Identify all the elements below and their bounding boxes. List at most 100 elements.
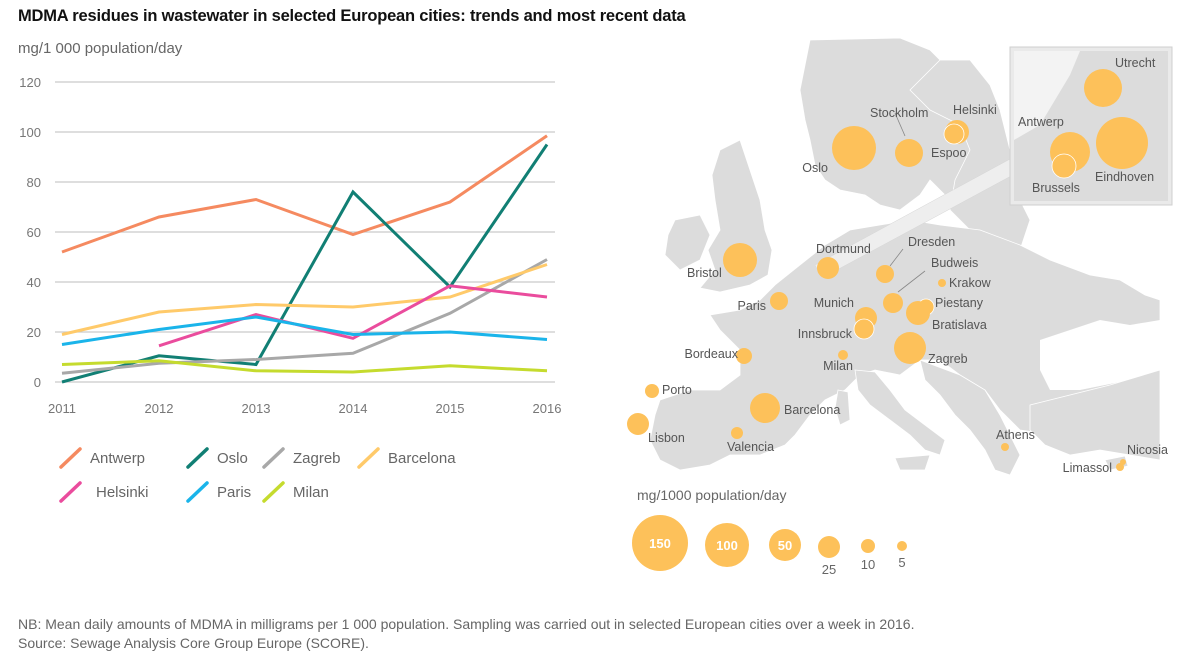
x-tick-label: 2016 — [533, 401, 562, 416]
size-legend-bubble — [818, 536, 840, 558]
city-bubble-espoo[interactable] — [943, 123, 965, 145]
land-ireland — [664, 214, 711, 271]
city-bubble-athens[interactable] — [1001, 443, 1009, 451]
size-legend-value: 25 — [822, 562, 836, 577]
size-legend-value: 100 — [716, 538, 738, 553]
x-tick-label: 2014 — [339, 401, 368, 416]
city-bubble-bristol[interactable] — [723, 243, 757, 277]
city-bubble-bratislava[interactable] — [906, 301, 930, 325]
city-bubble-dresden[interactable] — [876, 265, 894, 283]
legend-swatch-zagreb — [262, 447, 285, 469]
city-label-budweis: Budweis — [931, 256, 978, 270]
legend-item-helsinki[interactable]: Helsinki — [58, 480, 149, 504]
series-line-oslo[interactable] — [61, 143, 549, 384]
city-label-munich: Munich — [814, 296, 854, 310]
legend-item-paris[interactable]: Paris — [185, 480, 251, 504]
city-label-bratislava: Bratislava — [932, 318, 987, 332]
map-bubbles — [627, 69, 1148, 471]
city-bubble-limassol[interactable] — [1116, 463, 1124, 471]
x-tick-label: 2011 — [48, 401, 76, 416]
series-line-helsinki[interactable] — [158, 284, 548, 348]
legend-label: Barcelona — [388, 449, 456, 467]
city-bubble-krakow[interactable] — [938, 279, 946, 287]
city-label-espoo: Espoo — [931, 146, 966, 160]
legend-item-barcelona[interactable]: Barcelona — [356, 446, 456, 470]
city-label-athens: Athens — [996, 428, 1035, 442]
city-bubble-innsbruck[interactable] — [853, 318, 875, 340]
series-line-antwerp[interactable] — [61, 134, 548, 254]
size-legend: 150 100 50 25 10 5 — [632, 515, 907, 577]
size-legend-bubble — [861, 539, 875, 553]
city-bubble-paris[interactable] — [770, 292, 788, 310]
legend-label: Zagreb — [293, 449, 341, 467]
land-sardinia — [834, 389, 851, 426]
series-line-barcelona[interactable] — [61, 263, 548, 336]
series-line-milan[interactable] — [61, 359, 548, 374]
y-tick-label: 100 — [19, 125, 41, 140]
leader-stockholm — [894, 112, 906, 137]
legend-swatch-helsinki — [59, 481, 82, 503]
legend-label: Antwerp — [90, 449, 146, 467]
black-sea — [1040, 320, 1160, 390]
x-axis-ticks: 2011 2012 2013 2014 2015 2016 — [48, 401, 561, 416]
city-label-bristol: Bristol — [687, 266, 722, 280]
europe-map: Oslo Stockholm Helsinki Espoo Bristol Dortmun… — [627, 37, 1173, 476]
city-label-dortmund: Dortmund — [816, 242, 871, 256]
legend-swatch-antwerp — [59, 447, 82, 469]
x-tick-label: 2015 — [436, 401, 465, 416]
land-italy — [854, 369, 946, 456]
size-legend-bubble — [769, 529, 801, 561]
leader-budweis — [897, 270, 926, 293]
city-bubble-zagreb[interactable] — [894, 332, 926, 364]
city-bubble-eindhoven[interactable] — [1096, 117, 1148, 169]
city-bubble-dortmund[interactable] — [817, 257, 839, 279]
city-bubble-budweis[interactable] — [883, 293, 903, 313]
legend-label: Milan — [293, 483, 329, 501]
y-tick-label: 80 — [27, 175, 41, 190]
city-bubble-utrecht[interactable] — [1084, 69, 1122, 107]
city-bubble-milan[interactable] — [838, 350, 848, 360]
land-balkans — [919, 359, 1021, 476]
city-label-lisbon: Lisbon — [648, 431, 685, 445]
series-line-zagreb[interactable] — [61, 258, 548, 375]
city-label-milan: Milan — [823, 359, 853, 373]
map-leader-lines — [889, 112, 926, 293]
city-bubble-brussels[interactable] — [1051, 153, 1077, 179]
city-label-oslo: Oslo — [802, 161, 828, 175]
size-legend-bubble — [705, 523, 749, 567]
city-bubble-valencia[interactable] — [731, 427, 743, 439]
series-lines — [61, 134, 549, 384]
legend-label: Oslo — [217, 449, 248, 467]
city-label-helsinki: Helsinki — [953, 103, 997, 117]
city-bubble-bordeaux[interactable] — [736, 348, 752, 364]
city-label-antwerp: Antwerp — [1018, 115, 1064, 129]
y-tick-label: 60 — [27, 225, 41, 240]
city-label-piestany: Piestany — [935, 296, 984, 310]
size-legend-value: 50 — [778, 538, 792, 553]
city-label-eindhoven: Eindhoven — [1095, 170, 1154, 184]
city-bubble-stockholm[interactable] — [895, 139, 923, 167]
legend-item-oslo[interactable]: Oslo — [185, 446, 248, 470]
city-bubble-porto[interactable] — [645, 384, 659, 398]
legend-item-milan[interactable]: Milan — [261, 480, 329, 504]
line-chart: 0 20 40 60 80 100 120 2011 2012 2013 2014 2015 2016 — [19, 75, 561, 416]
city-label-porto: Porto — [662, 383, 692, 397]
y-axis-unit-label: mg/1 000 population/day — [18, 40, 183, 57]
city-label-dresden: Dresden — [908, 235, 955, 249]
footnote: NB: Mean daily amounts of MDMA in millig… — [18, 616, 915, 632]
size-legend-value: 150 — [649, 536, 671, 551]
legend-label: Paris — [217, 483, 252, 501]
city-bubble-lisbon[interactable] — [627, 413, 649, 435]
legend-item-antwerp[interactable]: Antwerp — [58, 446, 145, 470]
city-label-zagreb: Zagreb — [928, 352, 968, 366]
legend-item-zagreb[interactable]: Zagreb — [261, 446, 341, 470]
city-label-utrecht: Utrecht — [1115, 56, 1156, 70]
city-bubble-oslo[interactable] — [832, 126, 876, 170]
land-turkey — [1029, 369, 1161, 461]
size-legend-bubble — [897, 541, 907, 551]
series-line-paris[interactable] — [61, 315, 548, 346]
y-tick-label: 20 — [27, 325, 41, 340]
city-bubble-barcelona[interactable] — [750, 393, 780, 423]
legend-swatch-milan — [262, 481, 285, 503]
chart-title: MDMA residues in wastewater in selected … — [18, 7, 686, 25]
